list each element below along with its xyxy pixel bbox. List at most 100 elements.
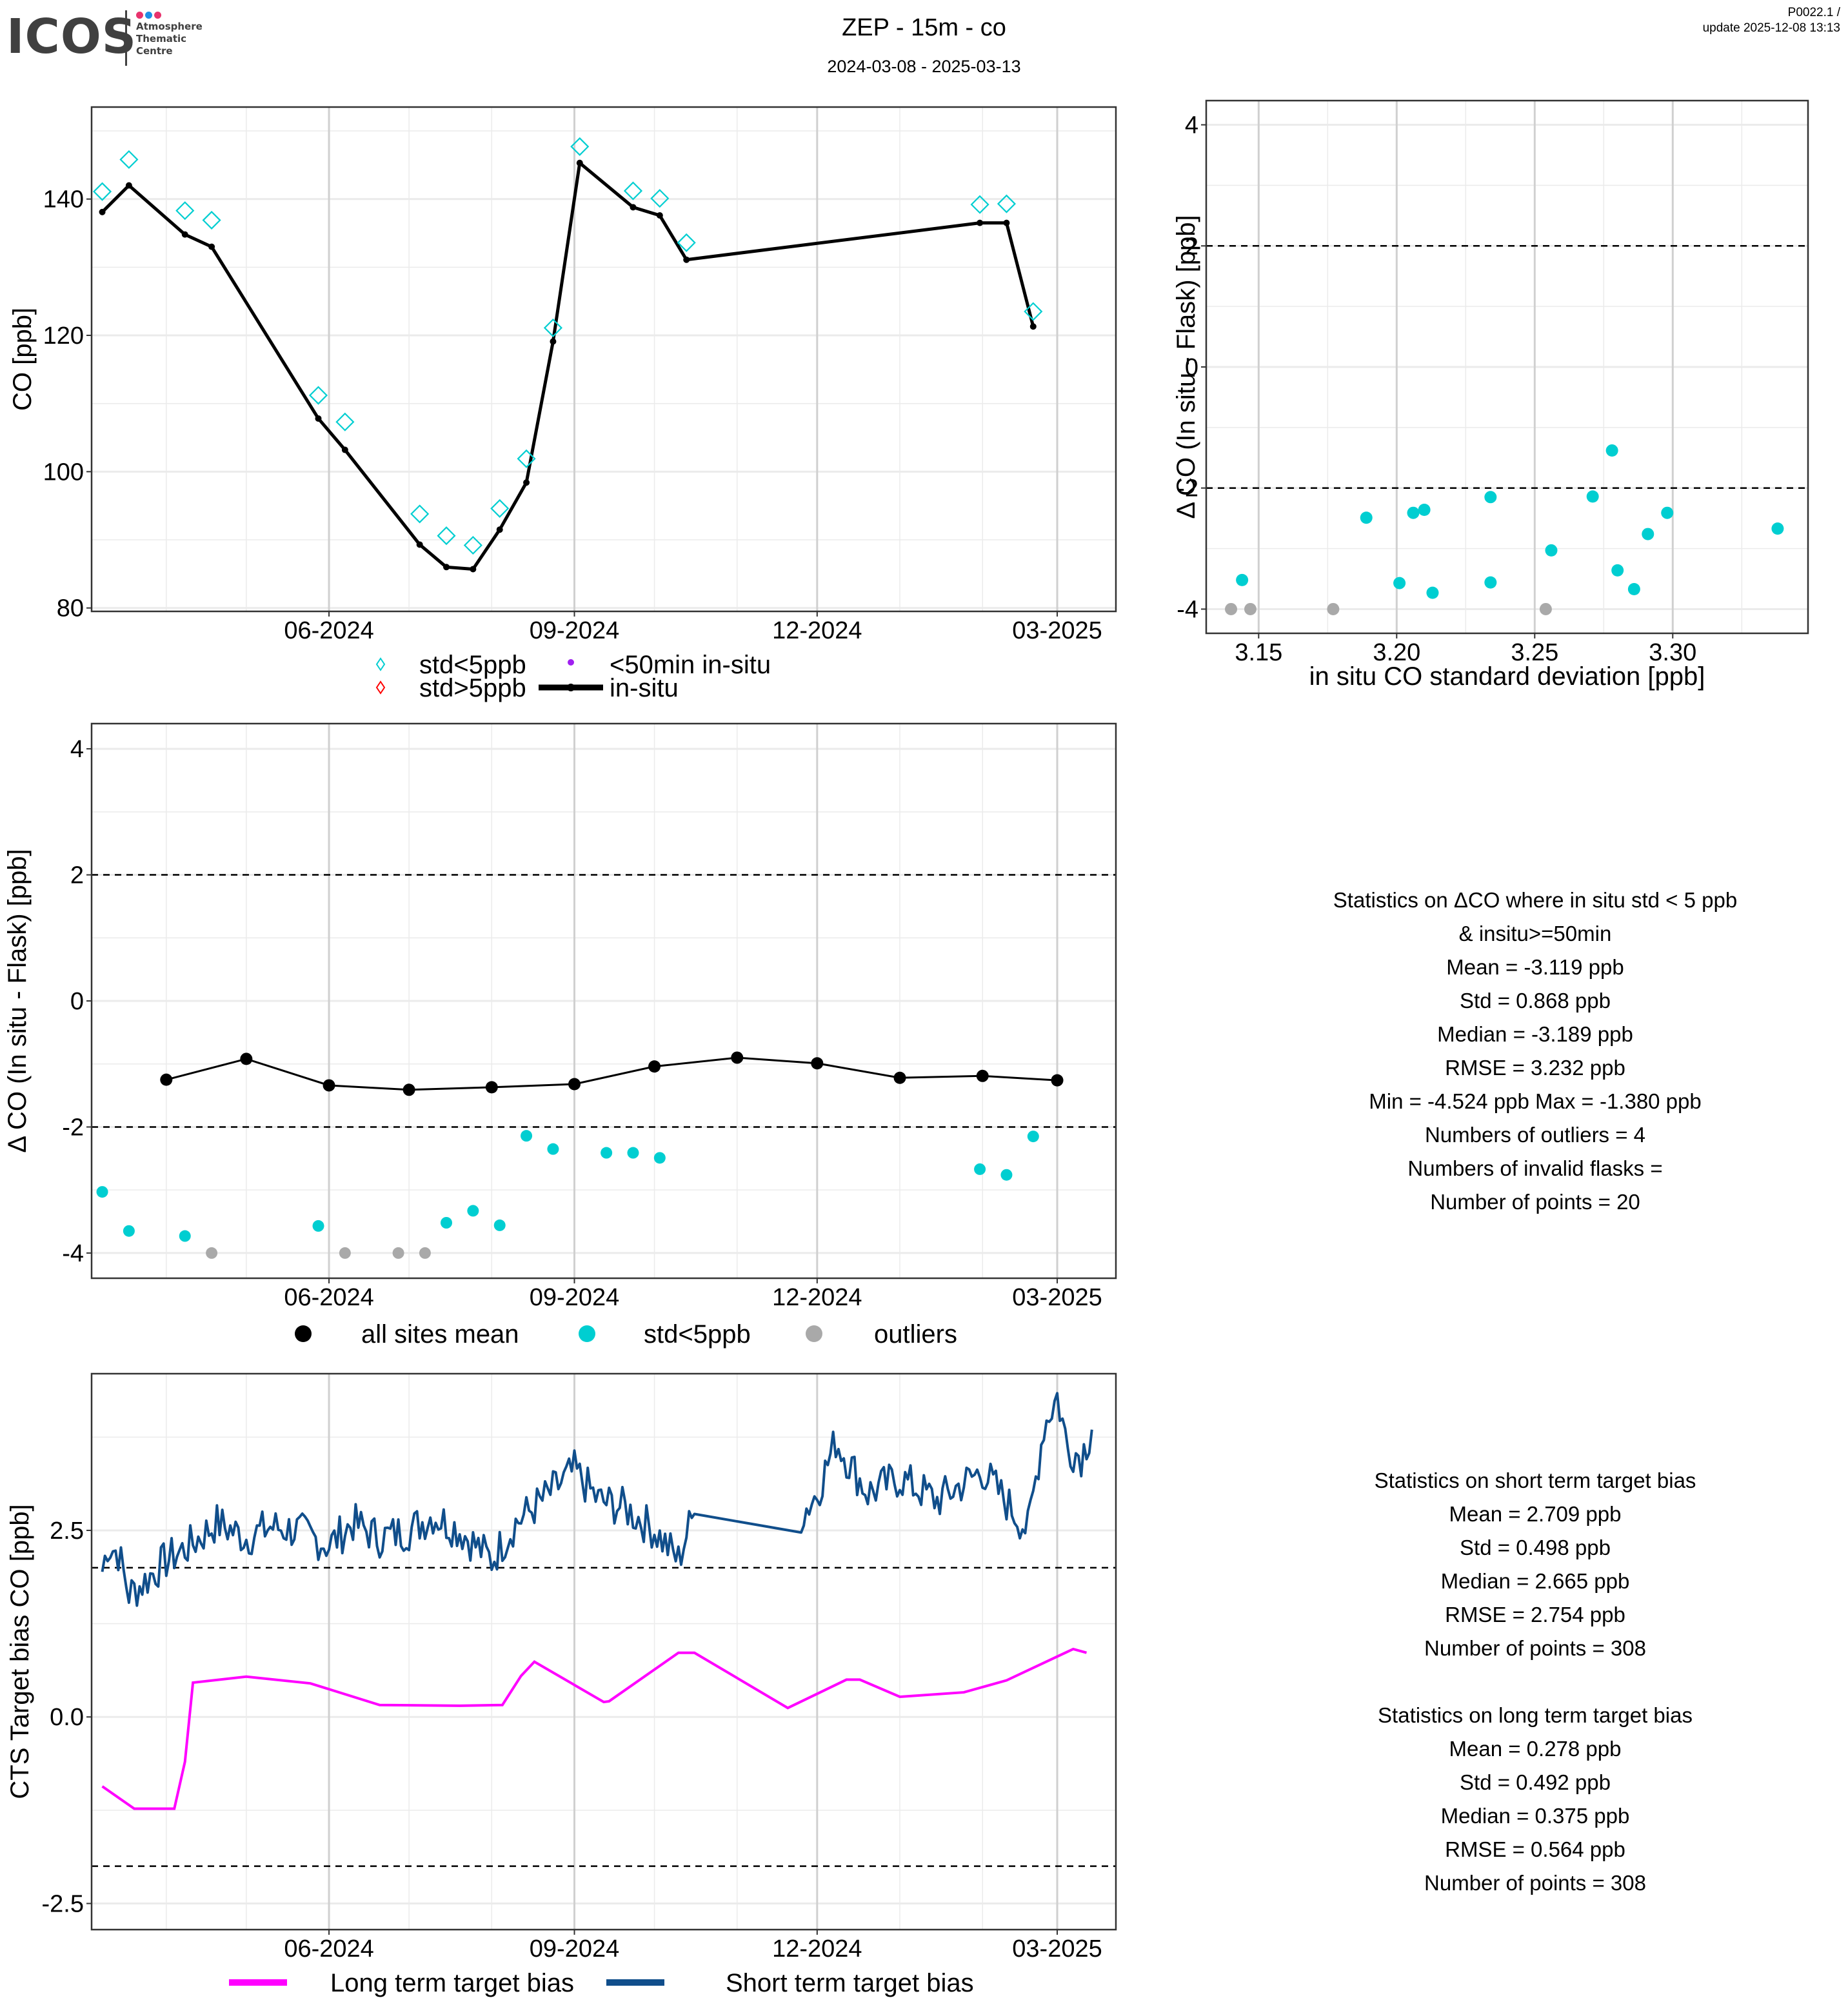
flask-point [547, 1143, 559, 1155]
flask-point [123, 1225, 135, 1237]
legend-dot-icon [295, 1325, 312, 1342]
stats-line: Mean = 2.709 ppb [1449, 1502, 1622, 1526]
flask-point [521, 1130, 533, 1142]
stats-line: Statistics on ΔCO where in situ std < 5 … [1333, 888, 1738, 912]
x-tick-label: 06-2024 [284, 617, 373, 644]
logo-subtitle: Atmosphere Thematic Centre [136, 21, 203, 57]
update-timestamp: update 2025-12-08 13:13 [1702, 21, 1840, 35]
y-tick-label: 0 [1185, 354, 1198, 381]
stats-line: Numbers of outliers = 4 [1424, 1123, 1646, 1147]
flask-point [493, 1219, 506, 1231]
flask-point [312, 1220, 324, 1232]
date-range: 2024-03-08 - 2025-03-13 [827, 57, 1021, 76]
insitu-point [523, 479, 530, 486]
flask-diamond [175, 201, 195, 221]
all-sites-mean-point [568, 1078, 581, 1091]
outlier-point [339, 1247, 351, 1259]
flask-diamond [92, 182, 112, 201]
flask-point [1484, 576, 1497, 589]
page-title: ZEP - 15m - co [842, 14, 1006, 41]
insitu-point [576, 159, 583, 166]
insitu-point [416, 541, 423, 548]
flask-diamond [308, 386, 328, 405]
y-tick-label: 0.0 [50, 1704, 84, 1731]
version-info: P0022.1 / update 2025-12-08 13:13 [1703, 5, 1840, 36]
legend-label: Short term target bias [726, 1969, 974, 1997]
all-sites-mean-point [240, 1053, 253, 1065]
x-tick-label: 12-2024 [772, 617, 862, 644]
flask-point [627, 1147, 639, 1159]
flask-point [653, 1152, 666, 1164]
all-sites-mean-point [323, 1079, 335, 1092]
flask-point [1426, 586, 1439, 599]
stats-line: Median = -3.189 ppb [1437, 1022, 1633, 1046]
logo-line: Atmosphere [136, 21, 203, 32]
version-label: P0022.1 / [1787, 6, 1840, 19]
flask-diamond [650, 189, 670, 208]
legend-diamond-icon [375, 680, 386, 695]
outlier-point [392, 1247, 404, 1259]
y-tick-label: 80 [57, 595, 84, 622]
plot-border [90, 1372, 1117, 1931]
stats-line: Std = 0.492 ppb [1460, 1770, 1611, 1794]
long-term-bias-line [101, 1647, 1088, 1810]
x-tick-label: 12-2024 [772, 1284, 862, 1311]
x-tick-label: 06-2024 [284, 1935, 373, 1963]
flask-diamond [970, 195, 989, 214]
outlier-point [419, 1247, 431, 1259]
short-term-bias-line [101, 1392, 1093, 1607]
insitu-point [443, 564, 450, 571]
y-tick-label: 4 [1185, 112, 1198, 139]
flask-diamond [463, 535, 482, 555]
outlier-point [1225, 602, 1238, 615]
flask-point [441, 1217, 453, 1229]
y-tick-label: 2.5 [50, 1518, 84, 1545]
flask-point [1360, 511, 1373, 524]
stats-line: RMSE = 0.564 ppb [1445, 1837, 1625, 1861]
x-tick-label: 3.20 [1373, 639, 1420, 666]
x-tick-label: 03-2025 [1012, 1935, 1102, 1963]
insitu-point [341, 446, 348, 453]
y-tick-label: 140 [43, 186, 84, 213]
flask-point [1771, 522, 1784, 535]
insitu-point [1029, 323, 1037, 330]
insitu-point [1003, 219, 1010, 226]
y-tick-label: -2 [62, 1114, 84, 1141]
logo-dots-icon [136, 10, 163, 22]
target-bias-statistics-panel: Statistics on short term target bias Mean… [1258, 1464, 1813, 1900]
logo-divider [125, 10, 127, 66]
flask-point [1393, 577, 1406, 589]
flask-point [1484, 491, 1497, 504]
stats-line: Std = 0.868 ppb [1460, 989, 1611, 1013]
x-tick-label: 09-2024 [530, 1935, 619, 1963]
x-tick-label: 3.15 [1235, 639, 1282, 666]
legend-label: std>5ppb [419, 674, 526, 702]
legend-label: std<5ppb [644, 1320, 751, 1349]
stats-line: Statistics on long term target bias [1378, 1703, 1693, 1727]
all-sites-mean-line [166, 1056, 1058, 1091]
plot-border [90, 106, 1117, 613]
legend-dot-icon [568, 659, 574, 666]
legend-dot-icon [579, 1325, 595, 1342]
y-tick-label: 120 [43, 322, 84, 350]
y-axis-label: CO [ppb] [8, 308, 37, 411]
flask-point [1027, 1131, 1039, 1143]
stats-line: Number of points = 308 [1424, 1636, 1646, 1660]
flask-diamond [997, 194, 1017, 213]
y-axis-label: Δ CO (In situ - Flask) [ppb] [3, 849, 32, 1152]
icos-logo-text: ICOS [6, 9, 137, 64]
stats-line: Number of points = 308 [1424, 1871, 1646, 1895]
outlier-point [206, 1247, 218, 1259]
all-sites-mean-point [160, 1073, 173, 1086]
y-tick-label: 4 [70, 736, 84, 763]
y-tick-label: -2 [1177, 475, 1198, 502]
insitu-point [470, 566, 477, 573]
insitu-point [125, 182, 132, 189]
flask-diamond [543, 318, 562, 337]
stats-line: Mean = 0.278 ppb [1449, 1737, 1622, 1761]
co-timeseries-chart: 80 100 120 140 06-2024 09-2024 12-2024 03-2025 C… [8, 106, 1117, 702]
y-tick-label: -4 [62, 1240, 84, 1267]
flask-point [1545, 544, 1558, 557]
insitu-point [208, 243, 215, 250]
x-axis-label: in situ CO standard deviation [ppb] [1309, 662, 1705, 691]
